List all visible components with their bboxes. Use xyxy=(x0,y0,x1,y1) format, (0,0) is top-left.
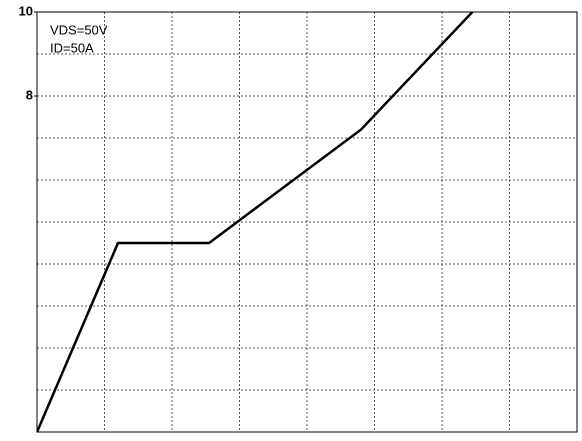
y-tick-label: 8 xyxy=(26,87,33,102)
plot-frame xyxy=(36,11,578,433)
annotation: VDS=50V xyxy=(50,22,108,37)
data-line xyxy=(37,12,474,432)
annotation: ID=50A xyxy=(50,40,94,55)
y-tick-label: 10 xyxy=(19,3,33,18)
